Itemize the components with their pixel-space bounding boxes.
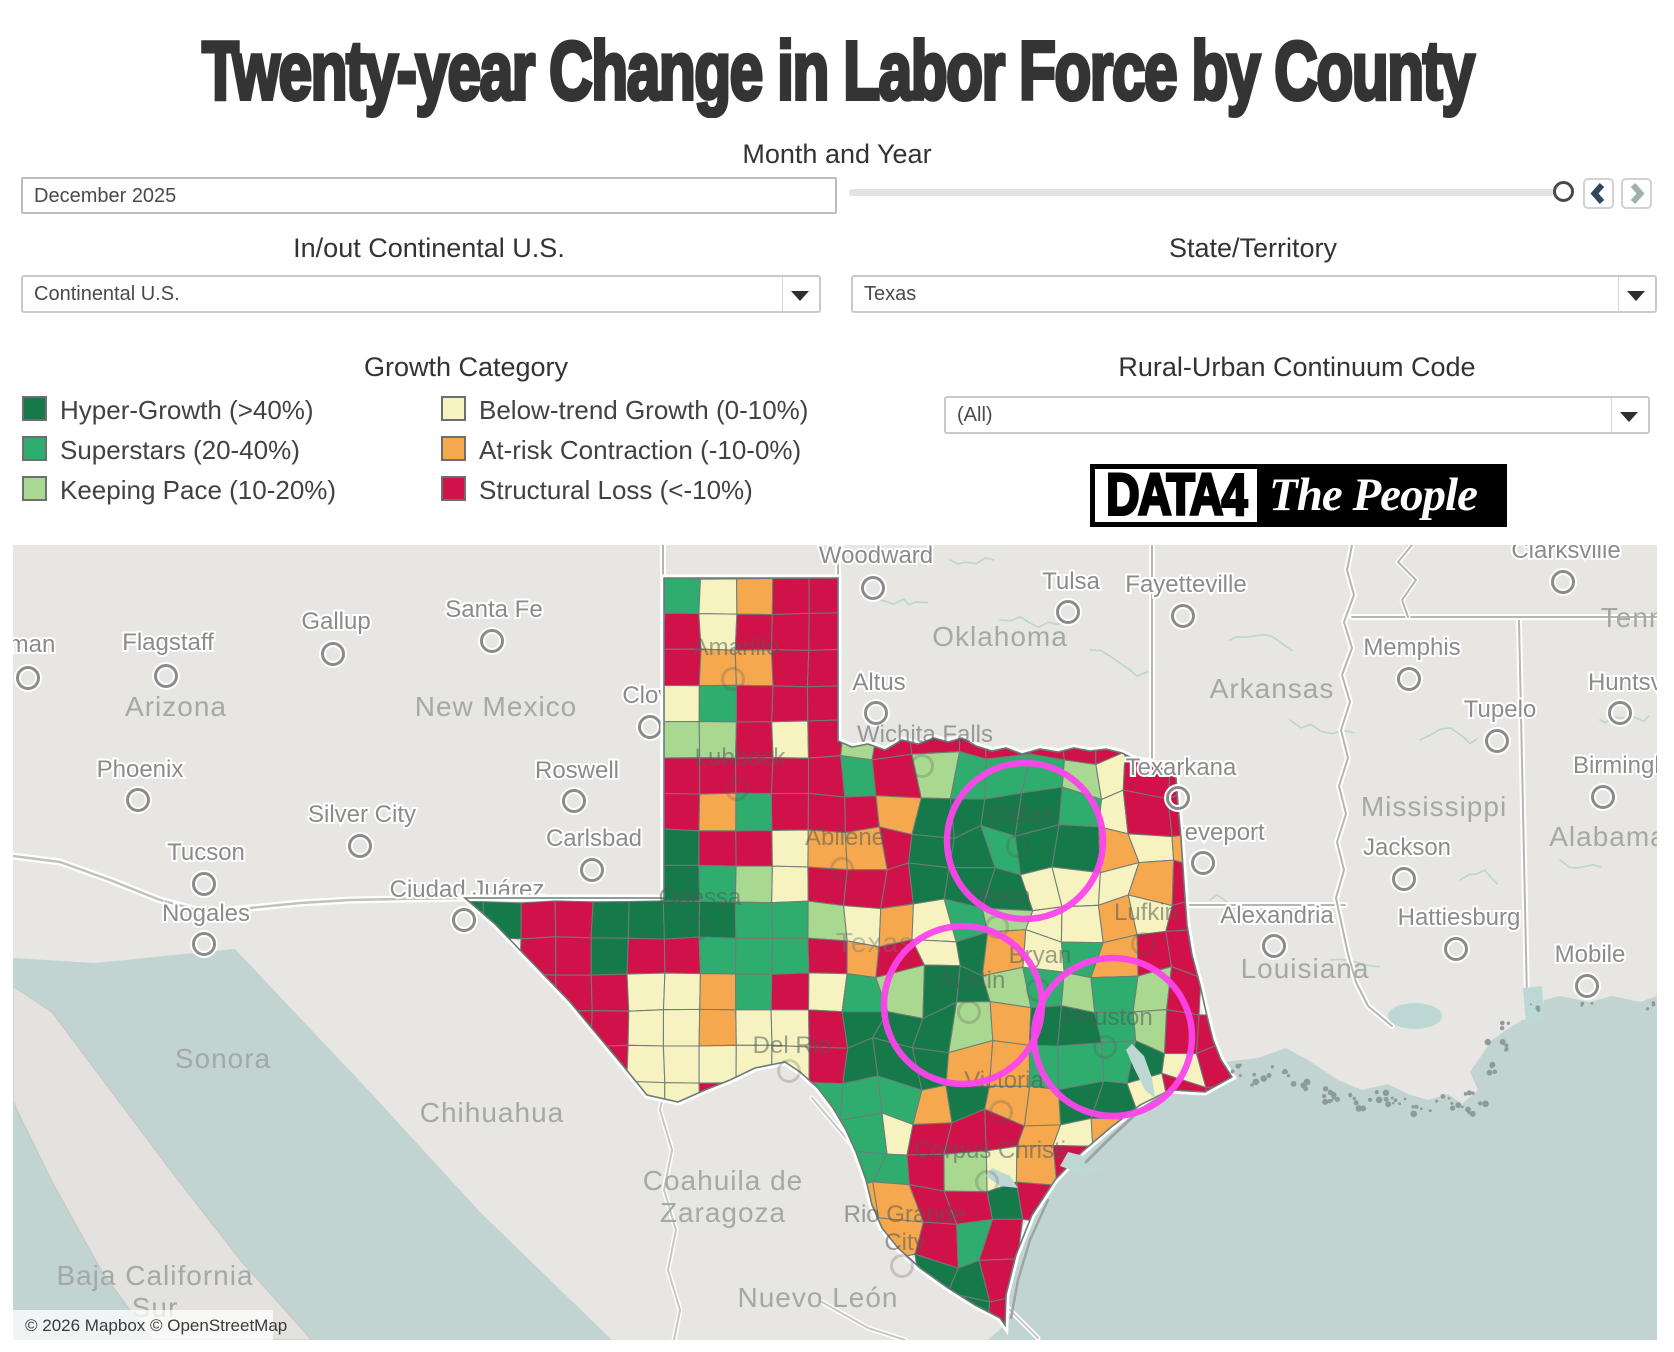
svg-text:Gallup: Gallup	[301, 608, 370, 635]
svg-text:Silver City: Silver City	[308, 801, 416, 828]
svg-text:City: City	[884, 1229, 925, 1256]
svg-text:Wichita Falls: Wichita Falls	[857, 721, 993, 748]
svg-text:Houston: Houston	[1063, 1004, 1152, 1031]
svg-text:Jackson: Jackson	[1363, 834, 1451, 861]
svg-text:Tucson: Tucson	[167, 839, 245, 866]
svg-text:Odessa: Odessa	[659, 884, 742, 911]
svg-text:Rio Grande: Rio Grande	[844, 1201, 967, 1228]
svg-text:Fayetteville: Fayetteville	[1125, 571, 1246, 598]
svg-text:Zaragoza: Zaragoza	[660, 1197, 786, 1228]
svg-text:Sonora: Sonora	[175, 1043, 271, 1074]
svg-text:Oklahoma: Oklahoma	[932, 621, 1068, 652]
svg-text:Coahuila de: Coahuila de	[643, 1165, 803, 1196]
svg-text:Abilene: Abilene	[805, 824, 885, 851]
svg-text:Kingman: Kingman	[13, 631, 55, 658]
svg-text:Tennessee: Tennessee	[1601, 602, 1657, 633]
svg-text:Altus: Altus	[852, 669, 905, 696]
svg-text:Corpus Christi: Corpus Christi	[914, 1137, 1066, 1164]
svg-text:Clarksville: Clarksville	[1511, 545, 1620, 564]
svg-text:Lubbock: Lubbock	[695, 744, 787, 771]
svg-text:New Mexico: New Mexico	[415, 691, 577, 722]
svg-text:Flagstaff: Flagstaff	[122, 629, 214, 656]
svg-text:Arkansas: Arkansas	[1210, 673, 1335, 704]
svg-text:Nuevo León: Nuevo León	[737, 1282, 898, 1313]
svg-text:Alabama: Alabama	[1549, 821, 1657, 852]
svg-text:Santa Fe: Santa Fe	[445, 596, 542, 623]
svg-text:Arizona: Arizona	[125, 691, 227, 722]
svg-text:Nogales: Nogales	[162, 900, 250, 927]
svg-text:Carlsbad: Carlsbad	[546, 825, 642, 852]
svg-text:Dallas: Dallas	[988, 801, 1055, 828]
svg-text:Phoenix: Phoenix	[97, 756, 184, 783]
svg-text:Tulsa: Tulsa	[1042, 568, 1100, 595]
svg-text:Hattiesburg: Hattiesburg	[1398, 904, 1521, 931]
svg-text:Del Rio: Del Rio	[753, 1032, 832, 1059]
svg-text:Huntsville: Huntsville	[1588, 669, 1657, 696]
svg-text:Mississippi: Mississippi	[1361, 791, 1507, 822]
svg-text:Lufkin: Lufkin	[1114, 899, 1178, 926]
svg-text:Birmingham: Birmingham	[1573, 752, 1657, 779]
svg-text:Roswell: Roswell	[535, 757, 619, 784]
svg-text:Baja California: Baja California	[56, 1260, 253, 1291]
svg-text:Alexandria: Alexandria	[1220, 902, 1334, 929]
svg-text:Louisiana: Louisiana	[1241, 953, 1370, 984]
svg-text:Chihuahua: Chihuahua	[420, 1097, 564, 1128]
svg-text:© 2026 Mapbox © OpenStreetMap: © 2026 Mapbox © OpenStreetMap	[25, 1316, 287, 1335]
svg-text:Amarillo: Amarillo	[693, 634, 780, 661]
svg-text:Mobile: Mobile	[1555, 941, 1626, 968]
svg-text:Austin: Austin	[939, 967, 1006, 994]
svg-text:Woodward: Woodward	[819, 545, 933, 569]
svg-text:Texarkana: Texarkana	[1126, 754, 1237, 781]
svg-text:Tupelo: Tupelo	[1464, 696, 1537, 723]
svg-text:Memphis: Memphis	[1363, 634, 1460, 661]
